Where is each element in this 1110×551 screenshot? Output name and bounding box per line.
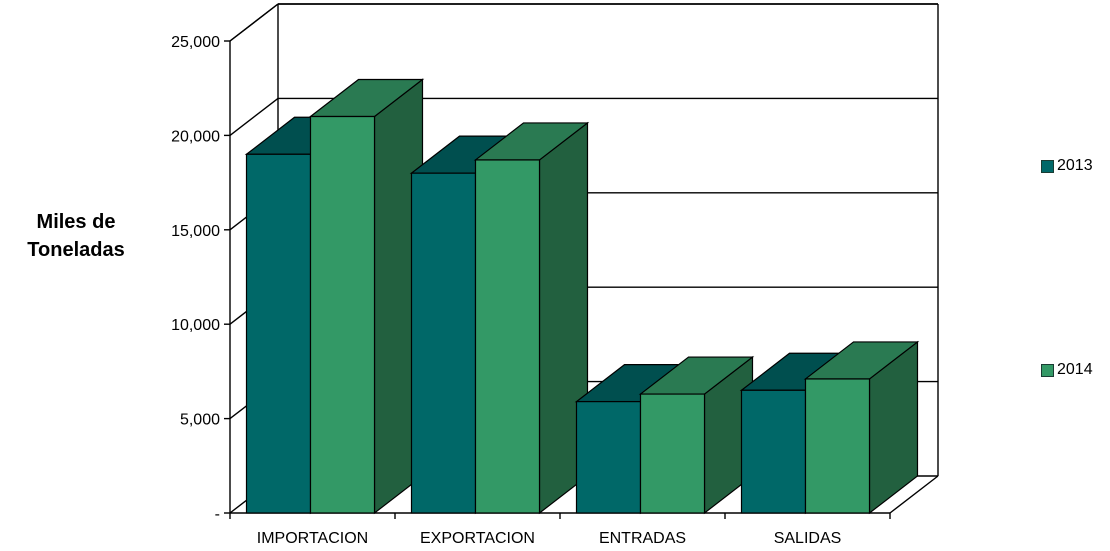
legend-label-2014: 2014 — [1057, 361, 1093, 378]
y-axis-label-line-2: Toneladas — [27, 239, 125, 261]
bar-front-2014-2 — [639, 393, 706, 514]
legend-swatch-2014 — [1041, 363, 1054, 377]
bar-front-2013-1 — [410, 172, 477, 514]
y-tick-label-5: 25,000 — [171, 34, 220, 51]
side-wall-top-edge — [229, 3, 279, 42]
y-tick-label-0: - — [215, 506, 220, 523]
x-tick-label-1: EXPORTACION — [420, 530, 535, 547]
x-tick-label-2: ENTRADAS — [599, 530, 686, 547]
y-axis-label-line-1: Miles de — [36, 211, 116, 233]
x-tick-label-0: IMPORTACION — [257, 530, 368, 547]
legend-swatch-2013 — [1041, 159, 1054, 173]
floor-right-edge — [889, 475, 939, 514]
y-tick-label-3: 15,000 — [171, 223, 220, 240]
legend-item-2013: 2013 — [1041, 157, 1093, 175]
bar-front-2013-3 — [740, 389, 807, 514]
legend-item-2014: 2014 — [1041, 361, 1093, 379]
y-axis-label: Miles de Toneladas — [0, 208, 152, 264]
y-tick-label-1: 5,000 — [180, 412, 220, 429]
bar-front-2014-0 — [309, 115, 376, 514]
x-tick-label-3: SALIDAS — [774, 530, 842, 547]
bar-2014-exportacion — [473, 121, 590, 515]
bar-front-2013-0 — [245, 153, 312, 514]
gridline-side-4 — [229, 97, 279, 136]
bar-2014-salidas — [803, 340, 920, 515]
bar-front-2014-1 — [474, 159, 541, 514]
bar-front-2013-2 — [575, 401, 642, 514]
y-tick-label-4: 20,000 — [171, 128, 220, 145]
bar-2014-entradas — [638, 355, 755, 515]
y-tick-label-2: 10,000 — [171, 317, 220, 334]
bar-2014-importacion — [308, 78, 425, 515]
bar-front-2014-3 — [804, 378, 871, 514]
legend-label-2013: 2013 — [1057, 157, 1093, 174]
